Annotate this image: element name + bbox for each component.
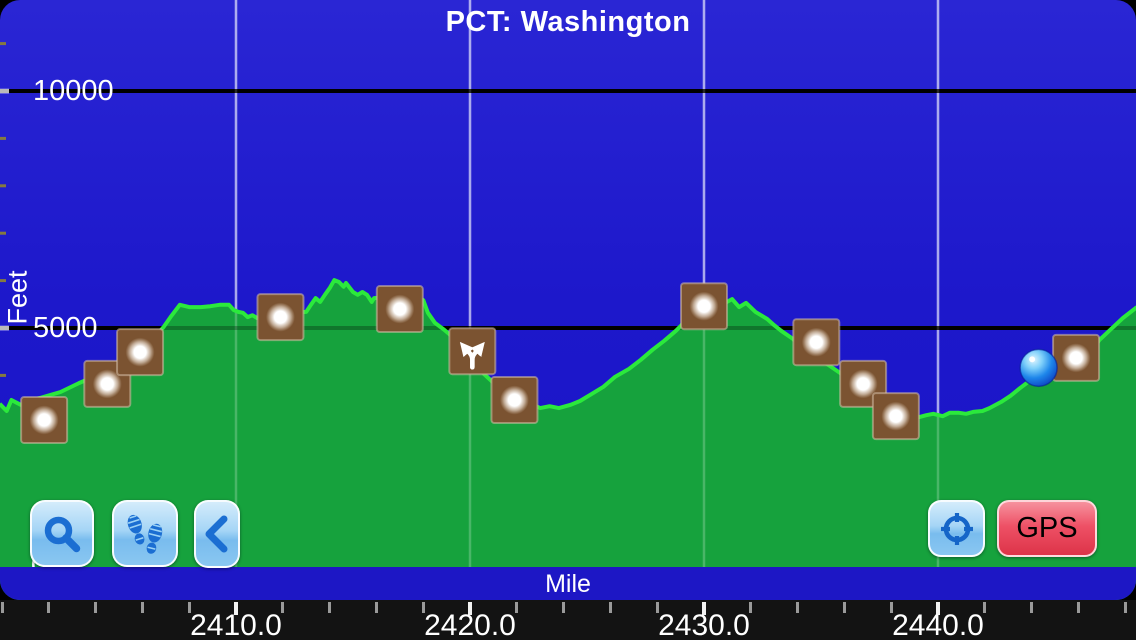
waypoint-dot-icon	[385, 294, 415, 324]
crosshair-icon	[940, 512, 973, 545]
x-axis-minor-tick	[562, 602, 566, 613]
waypoint-dot-icon	[1061, 343, 1091, 373]
waypoint-dot-icon	[92, 369, 122, 399]
x-axis-minor-tick	[1123, 602, 1127, 613]
magnifier-icon	[44, 516, 81, 552]
waypoint-dot-icon	[848, 369, 878, 399]
waypoint-marker-junction[interactable]	[448, 327, 497, 376]
waypoint-marker[interactable]	[1052, 333, 1101, 382]
waypoint-dot-icon	[499, 385, 529, 415]
chevron-left-icon	[205, 515, 228, 553]
waypoint-marker[interactable]	[20, 395, 69, 444]
x-axis-minor-tick	[889, 602, 893, 613]
locate-button[interactable]	[928, 500, 985, 557]
waypoint-marker[interactable]	[375, 285, 424, 334]
footprints-button[interactable]	[112, 500, 178, 567]
x-axis-minor-tick	[0, 602, 4, 613]
waypoint-dot-icon	[881, 401, 911, 431]
x-axis-minor-tick	[983, 602, 987, 613]
waypoint-dot-icon	[689, 291, 719, 321]
waypoint-dot-icon	[265, 302, 295, 332]
x-axis-minor-tick	[47, 602, 51, 613]
x-axis-major-tick	[234, 602, 238, 615]
x-tick-label: 2430.0	[658, 609, 750, 640]
x-tick-label: 2410.0	[190, 609, 282, 640]
x-axis-minor-tick	[421, 602, 425, 613]
waypoint-marker[interactable]	[116, 328, 165, 377]
x-axis-major-tick	[702, 602, 706, 615]
waypoint-marker[interactable]	[256, 293, 305, 342]
waypoint-dot-icon	[125, 337, 155, 367]
x-axis-minor-tick	[1076, 602, 1080, 613]
x-axis-minor-tick	[655, 602, 659, 613]
x-axis-minor-tick	[374, 602, 378, 613]
zoom-button[interactable]	[30, 500, 94, 567]
waypoint-dot-icon	[801, 327, 831, 357]
waypoint-dot-icon	[29, 405, 59, 435]
x-axis-bar: 2410.0 2420.0 2430.0 2440.0	[0, 600, 1136, 640]
elevation-chart-canvas	[0, 0, 1136, 600]
x-axis-minor-tick	[187, 602, 191, 613]
x-axis-strip	[0, 567, 1136, 600]
x-axis-minor-tick	[749, 602, 753, 613]
x-axis-major-tick	[936, 602, 940, 615]
waypoint-marker[interactable]	[490, 376, 539, 425]
x-axis-minor-tick	[328, 602, 332, 613]
x-axis-minor-tick	[842, 602, 846, 613]
x-axis-minor-tick	[515, 602, 519, 613]
x-axis-minor-tick	[1030, 602, 1034, 613]
elevation-area	[0, 280, 1136, 600]
back-button[interactable]	[194, 500, 240, 568]
footprints-icon	[127, 514, 163, 554]
waypoint-marker[interactable]	[871, 392, 920, 441]
gps-button[interactable]: GPS	[997, 500, 1097, 557]
waypoint-marker[interactable]	[792, 318, 841, 367]
gps-button-label: GPS	[1016, 512, 1078, 544]
x-axis-minor-tick	[94, 602, 98, 613]
x-axis-minor-tick	[608, 602, 612, 613]
waypoint-marker[interactable]	[839, 359, 888, 408]
x-axis-minor-tick	[281, 602, 285, 613]
x-axis-minor-tick	[140, 602, 144, 613]
gps-position-marker	[1019, 348, 1058, 388]
x-axis-minor-tick	[796, 602, 800, 613]
waypoint-marker[interactable]	[680, 282, 728, 331]
x-tick-label: 2440.0	[892, 609, 984, 640]
x-tick-label: 2420.0	[424, 609, 516, 640]
x-axis-major-tick	[468, 602, 472, 615]
trail-fork-icon	[459, 341, 485, 370]
